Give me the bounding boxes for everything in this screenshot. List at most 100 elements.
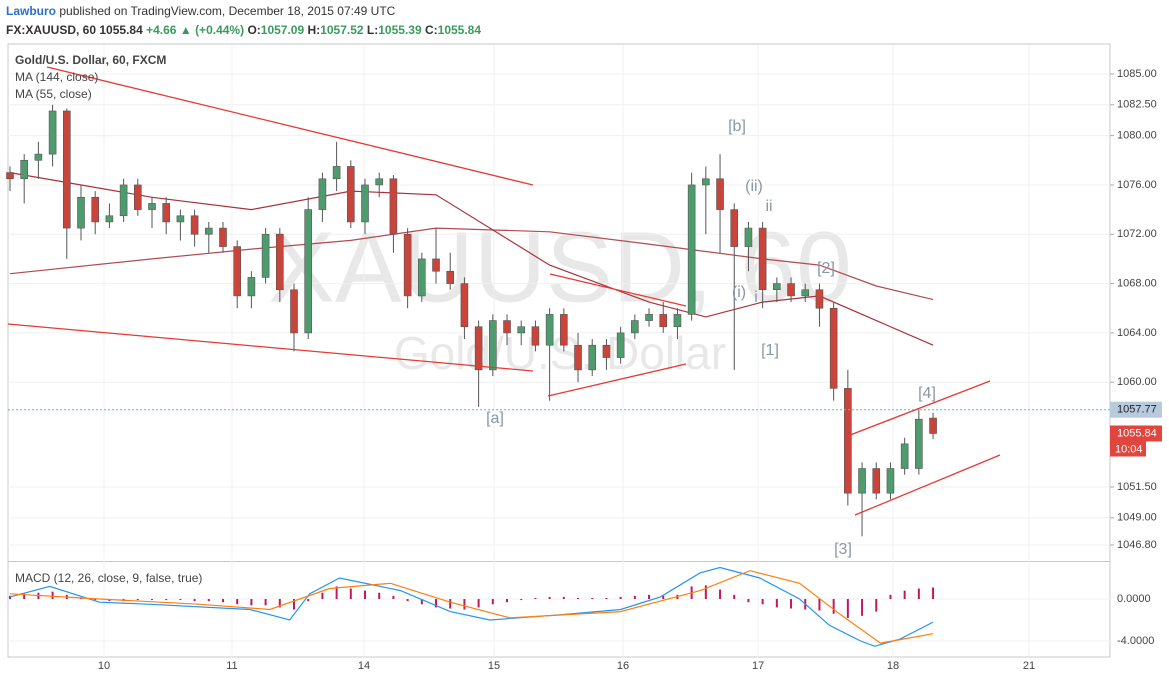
wave-label: (i) [732, 284, 746, 301]
ohlc-value: 1057.09 [260, 23, 305, 37]
byline: published on TradingView.com, December 1… [59, 4, 396, 18]
trend-line [46, 66, 534, 186]
candle-body [389, 178, 398, 235]
last-price-box [1110, 425, 1162, 442]
candle-body [574, 344, 582, 371]
candle-body [858, 468, 866, 494]
y-tick-label: 1068.00 [1117, 277, 1157, 289]
candle-body [602, 344, 611, 358]
x-tick-label: 18 [887, 660, 899, 672]
candle-body [702, 178, 710, 186]
candle-body [730, 209, 739, 247]
macd-title: MACD (12, 26, close, 9, false, true) [15, 571, 202, 585]
x-tick-label: 17 [752, 660, 764, 672]
ohlc-label: O: [247, 23, 261, 37]
price: 1055.84 [99, 23, 143, 37]
y-tick-label: 1064.00 [1117, 327, 1157, 339]
candle-body [489, 320, 497, 371]
candle-body [418, 258, 426, 297]
candle-body [219, 227, 227, 247]
candle-body [517, 326, 526, 334]
candle-body [205, 227, 213, 235]
trend-line [549, 273, 687, 307]
y-tick-label: 1072.00 [1117, 228, 1157, 240]
candle-body [318, 178, 327, 210]
wave-label: (ii) [745, 178, 763, 195]
candle-body [432, 258, 440, 272]
legend-title: Gold/U.S. Dollar, 60, FXCM [15, 53, 166, 67]
candle-body [673, 314, 682, 328]
trend-line [844, 380, 991, 438]
wave-label: [a] [486, 410, 504, 427]
candle-body [247, 277, 256, 297]
ohlc-label: C: [424, 23, 438, 37]
candle-body [886, 468, 895, 494]
candle-body [176, 215, 185, 223]
y-tick-label: -4.0000 [1117, 635, 1154, 647]
x-tick-label: 21 [1023, 660, 1035, 672]
candle-body [347, 166, 355, 223]
y-tick-label: 1085.00 [1117, 68, 1157, 80]
candle-body [162, 203, 170, 223]
legend-entry: MA (144, close) [15, 70, 98, 84]
y-tick-label: 1076.00 [1117, 179, 1157, 191]
candle-body [276, 233, 284, 291]
watermark-sub: Gold/U.S. Dollar [394, 327, 726, 379]
candle-body [304, 209, 313, 334]
candle-body [62, 110, 71, 229]
trend-line [7, 323, 534, 372]
candle-body [261, 233, 270, 278]
candle-body [361, 184, 369, 223]
symbol: FX:XAUUSD, 60 [6, 23, 97, 37]
candle-body [77, 196, 85, 229]
candle-body [787, 283, 795, 297]
wave-label: ii [765, 198, 772, 215]
ohlc: O:1057.09 H:1057.52 L:1055.39 C:1055.84 [247, 23, 481, 37]
ohlc-label: L: [366, 23, 379, 37]
wave-label: [2] [817, 260, 835, 277]
trend-line [547, 363, 687, 397]
y-tick-label: 1060.00 [1117, 376, 1157, 388]
candle-body [631, 320, 639, 334]
quote-row: FX:XAUUSD, 60 1055.84 +4.66 ▲ (+0.44%) O… [6, 21, 481, 40]
candle-body [375, 178, 384, 186]
candle-body [460, 283, 469, 328]
countdown: 10:04 [1115, 443, 1143, 455]
candle-body [588, 344, 597, 371]
y-tick-label: 0.0000 [1117, 593, 1151, 605]
candle-body [531, 326, 540, 346]
last-price-label: 1055.84 [1117, 427, 1157, 439]
author[interactable]: Lawburo [6, 4, 56, 18]
header: Lawburo published on TradingView.com, De… [6, 2, 481, 40]
candle-body [616, 332, 625, 358]
x-tick-label: 14 [358, 660, 370, 672]
change-pct: (+0.44%) [195, 23, 245, 37]
legend-entry: MA (55, close) [15, 87, 92, 101]
price-line-label: 1057.77 [1117, 404, 1157, 416]
candle-body [815, 289, 824, 309]
candle-body [290, 289, 298, 334]
wave-label: [b] [728, 118, 746, 135]
candle-body [20, 159, 28, 180]
y-tick-label: 1080.00 [1117, 130, 1157, 142]
candle-body [758, 227, 767, 291]
candle-body [48, 110, 57, 155]
x-tick-label: 10 [98, 660, 110, 672]
candle-body [91, 196, 99, 223]
candle-body [716, 178, 724, 210]
ohlc-label: H: [307, 23, 321, 37]
change: +4.66 [146, 23, 177, 37]
byline-row: Lawburo published on TradingView.com, De… [6, 2, 481, 21]
candle-body [560, 314, 568, 346]
candle-body [446, 270, 455, 284]
plot-frame [7, 43, 1111, 658]
ohlc-value: 1055.84 [437, 23, 482, 37]
macd-line [9, 570, 934, 644]
candle-body [659, 314, 668, 328]
candle-body [773, 283, 781, 291]
x-tick-label: 11 [226, 660, 237, 672]
x-tick-label: 15 [488, 660, 500, 672]
candle-body [474, 326, 483, 371]
